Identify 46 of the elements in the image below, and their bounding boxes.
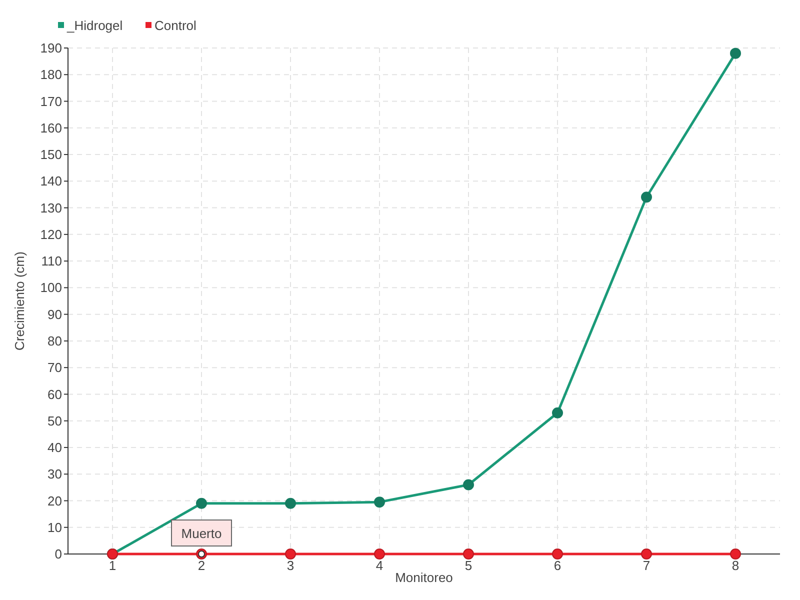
legend-label: _Hidrogel [66, 18, 123, 33]
y-tick-label: 130 [40, 200, 62, 216]
legend-label: Control [154, 18, 197, 33]
x-axis-title: Monitoreo [395, 570, 453, 585]
x-tick-label: 5 [464, 558, 472, 573]
y-tick-label: 40 [48, 440, 62, 456]
point [552, 407, 563, 418]
point [374, 548, 385, 560]
point [463, 479, 474, 490]
point [285, 498, 296, 509]
point [285, 548, 296, 560]
y-tick-label: 10 [48, 520, 62, 535]
x-tick-label: 6 [554, 558, 562, 573]
y-tick-label: 150 [40, 147, 62, 162]
point [374, 496, 385, 508]
y-tick-label: 160 [40, 120, 62, 136]
y-axis-title: Crecimiento (cm) [12, 252, 27, 350]
y-tick-label: 190 [40, 40, 62, 56]
x-tick-label: 8 [732, 558, 740, 573]
y-tick-label: 90 [48, 306, 62, 322]
annotation: Muerto [181, 526, 222, 541]
y-tick-label: 120 [40, 226, 62, 242]
point [463, 548, 474, 560]
x-tick-label: 7 [642, 558, 650, 573]
y-tick-label: 70 [48, 360, 62, 376]
y-tick-label: 20 [48, 493, 62, 508]
point [552, 548, 563, 560]
x-tick-label: 1 [108, 558, 116, 573]
y-tick-label: 170 [40, 94, 62, 109]
y-tick-label: 100 [40, 280, 62, 296]
point [641, 192, 652, 203]
y-tick-label: 80 [48, 333, 62, 348]
y-tick-label: 60 [48, 386, 62, 402]
y-tick-label: 30 [48, 466, 62, 482]
point [730, 48, 741, 59]
y-tick-label: 110 [41, 254, 62, 269]
x-tick-label: 3 [286, 558, 294, 573]
y-tick-label: 50 [48, 413, 62, 428]
x-tick-label: 2 [198, 558, 206, 573]
x-tick-label: 4 [376, 558, 384, 573]
y-tick-label: 180 [40, 67, 62, 82]
y-tick-label: 140 [40, 174, 62, 189]
point [730, 548, 741, 560]
y-tick-label: 0 [54, 546, 62, 562]
point [196, 498, 207, 509]
point [641, 548, 652, 560]
